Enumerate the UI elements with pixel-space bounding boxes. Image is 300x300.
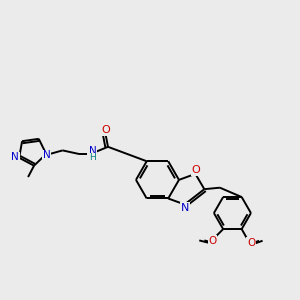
- Text: O: O: [192, 165, 200, 175]
- Text: N: N: [181, 203, 189, 213]
- Text: N: N: [11, 152, 19, 162]
- Text: O: O: [208, 236, 217, 246]
- Text: O: O: [247, 238, 255, 248]
- Text: N: N: [88, 146, 96, 156]
- Text: O: O: [101, 125, 110, 135]
- Text: N: N: [43, 151, 51, 160]
- Text: O: O: [208, 236, 217, 246]
- Text: H: H: [89, 153, 96, 162]
- Text: O: O: [248, 238, 256, 248]
